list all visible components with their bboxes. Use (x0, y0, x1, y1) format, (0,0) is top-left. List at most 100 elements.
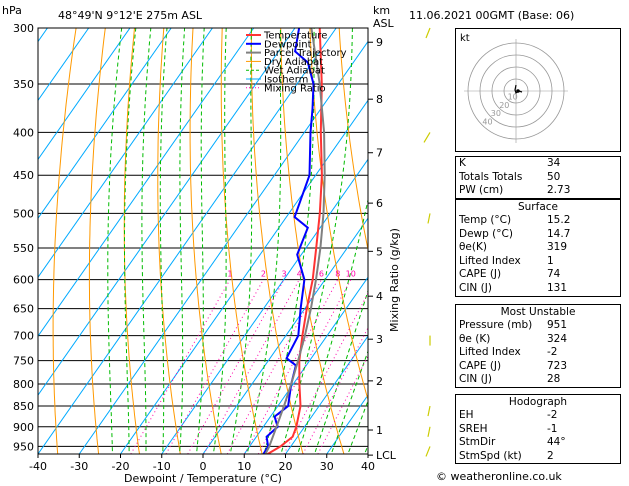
wet-adiabat-line (179, 28, 186, 454)
table-row-label: CAPE (J) (459, 359, 502, 372)
legend-label: Wet Adiabat (264, 66, 325, 77)
table-row-label: Lifted Index (459, 254, 521, 267)
isotherm-line (202, 217, 368, 454)
wind-barb (427, 405, 431, 417)
table-title: Hodograph (508, 396, 568, 408)
legend-label: Parcel Trajectory (264, 48, 347, 59)
asl-label: ASL (373, 17, 395, 30)
table-row: Totals Totals 50 (456, 171, 620, 185)
table-row-label: K (459, 157, 466, 169)
wind-barb (425, 27, 431, 39)
pressure-tick-label: 950 (13, 440, 34, 453)
hodograph-kt-label: kt (460, 33, 470, 44)
table-row-label: Totals Totals (459, 170, 523, 183)
mixing-ratio-label: 2 (261, 270, 266, 279)
wet-adiabat-line (229, 28, 253, 454)
isotherm-line (38, 28, 90, 102)
table-row: Pressure (mb) 951 (456, 319, 620, 333)
hodograph-ring-label: 10 (508, 92, 518, 101)
dry-adiabat-line (189, 28, 222, 454)
mixing-ratio-line (302, 326, 368, 454)
dry-adiabat-line (338, 28, 368, 252)
km-tick-label: 7 (376, 147, 383, 160)
table-row-value: 723 (547, 359, 568, 372)
x-tick-label: 30 (320, 460, 334, 473)
km-tick-label: 8 (376, 93, 383, 106)
isotherm-line (161, 158, 368, 454)
mixing-ratio-label: 15 (370, 270, 380, 279)
x-tick-label: -10 (153, 460, 171, 473)
table-row-label: CIN (J) (459, 281, 492, 294)
table-row: SREH -1 (456, 423, 620, 437)
table-row: CIN (J) 28 (456, 373, 620, 387)
pressure-tick-label: 450 (13, 169, 34, 182)
table-row-value: 15.2 (547, 214, 571, 226)
isotherm-line (38, 28, 337, 454)
table-row-label: Dewp (°C) (459, 227, 513, 240)
hodograph-storm-motion (516, 89, 520, 93)
table-row-label: Lifted Index (459, 346, 521, 359)
isotherm-line (285, 335, 368, 454)
wet-adiabat-line (141, 28, 152, 454)
table-row-label: CIN (J) (459, 373, 492, 386)
table-row: StmDir 44° (456, 436, 620, 450)
table-row-value: 34 (547, 157, 561, 169)
x-tick-label: 40 (361, 460, 375, 473)
pressure-tick-label: 350 (13, 78, 34, 91)
hodograph-ring-label: 20 (499, 101, 509, 110)
table-title: Surface (517, 201, 558, 213)
chart-grid (38, 28, 368, 454)
wind-barb (427, 426, 431, 437)
pressure-tick-label: 300 (13, 22, 34, 35)
km-tick-label: 6 (376, 197, 383, 210)
pressure-tick-label: 750 (13, 355, 34, 368)
mixing-ratio-line (317, 354, 368, 454)
legend-label: Mixing Ratio (264, 83, 326, 94)
mixing-ratio-label: 6 (319, 270, 324, 279)
mixing-ratio-line (283, 292, 368, 454)
chart-axes: 3003504004505005506006507007508008509009… (13, 22, 397, 473)
km-tick-label: 4 (376, 290, 383, 303)
series-parcel-trajectory (264, 28, 326, 454)
isotherm-line (38, 28, 172, 220)
y-axis-title: Mixing Ratio (g/kg) (388, 228, 401, 332)
table-row-label: StmSpd (kt) (459, 449, 522, 462)
table-row-value: 2.73 (547, 184, 571, 197)
series-temperature (265, 28, 323, 454)
table-row: CIN (J) 131 (456, 282, 620, 296)
table-row-value: 951 (547, 319, 568, 331)
legend-label: Dry Adiabat (264, 57, 323, 68)
legend-label: Isotherm (264, 75, 308, 86)
table-row-value: -2 (547, 409, 558, 421)
x-tick-label: -30 (70, 460, 88, 473)
hpa-label: hPa (2, 4, 22, 17)
table-row-value: 2 (547, 449, 554, 462)
x-tick-label: 0 (200, 460, 207, 473)
table-row: K 34 (456, 157, 620, 171)
hodograph-ring-label: 40 (482, 118, 492, 127)
table-row-label: θe (K) (459, 332, 491, 345)
km-tick-label: 3 (376, 333, 383, 346)
km-tick-label: 1 (376, 424, 383, 437)
km-label: km (373, 4, 390, 17)
most-unstable-table: Most Unstable Pressure (mb) 951 θe (K) 324 Li… (455, 304, 621, 388)
chart-series: 1 2 3 4 6 8 10 15 20 25 (227, 28, 380, 454)
km-tick-label: LCL (376, 449, 397, 462)
legend-label: Dewpoint (264, 39, 312, 50)
wet-adiabat-line (107, 28, 123, 454)
table-row-label: PW (cm) (459, 184, 504, 197)
isotherm-line (243, 276, 368, 454)
x-tick-label: 20 (279, 460, 293, 473)
indices-table: K 34 Totals Totals 50 PW (cm) 2.73 (455, 156, 621, 199)
table-row-value: 14.7 (547, 227, 571, 240)
table-row-value: 324 (547, 332, 568, 345)
wind-barb (427, 213, 431, 224)
pressure-tick-label: 800 (13, 378, 34, 391)
table-title: Most Unstable (500, 306, 576, 318)
mixing-ratio-label: 1 (227, 270, 232, 279)
datetime-title: 11.06.2021 00GMT (Base: 06) (409, 9, 574, 22)
table-row: CAPE (J) 74 (456, 268, 620, 282)
